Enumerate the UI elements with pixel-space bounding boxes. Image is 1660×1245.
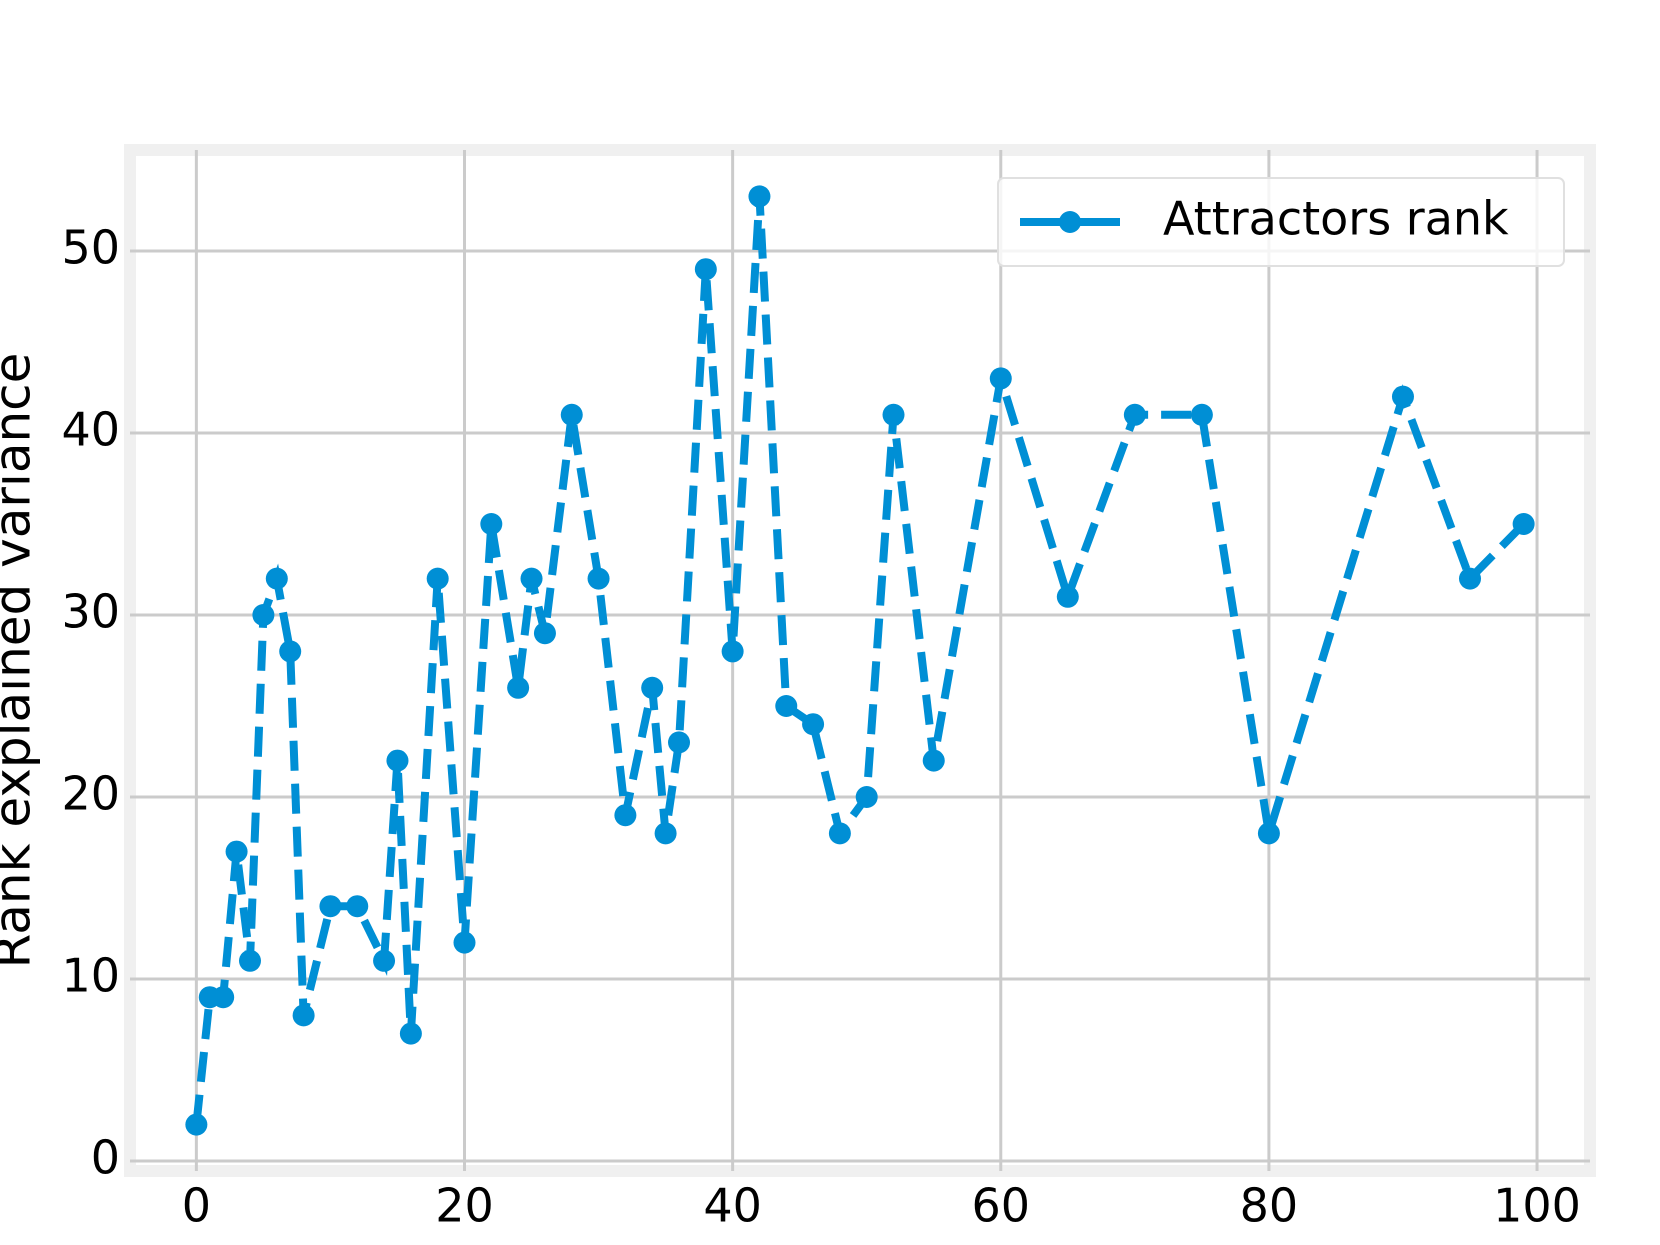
y-tick-label: 30 [61,585,120,639]
data-point [265,567,288,590]
data-point [694,258,717,281]
data-point [587,567,610,590]
data-point [319,895,342,918]
data-point [453,931,476,954]
data-point [828,822,851,845]
data-point [654,822,677,845]
data-point [520,567,543,590]
data-point [882,403,905,426]
data-point [775,694,798,717]
x-tick-label: 0 [182,1179,211,1233]
data-point [721,640,744,663]
data-point [399,1022,422,1045]
data-point [989,367,1012,390]
data-point [507,676,530,699]
data-point [668,731,691,754]
data-point [1391,385,1414,408]
data-point [614,804,637,827]
y-axis-label: Rank explained variance [0,353,42,969]
y-tick-label: 40 [61,403,120,457]
data-point [1123,403,1146,426]
data-point [185,1113,208,1136]
data-point [802,713,825,736]
data-point [373,949,396,972]
y-tick-label: 10 [61,948,120,1002]
y-tick-label: 20 [61,766,120,820]
x-tick-label: 80 [1240,1179,1299,1233]
data-point [922,749,945,772]
legend-marker [1059,211,1081,233]
x-axis-label: Epoch [783,1243,936,1245]
data-point [1190,403,1213,426]
data-point [855,785,878,808]
legend-box [997,177,1565,267]
x-tick-label: 100 [1493,1179,1581,1233]
data-point [748,185,771,208]
data-point [1056,585,1079,608]
x-tick-label: 40 [703,1179,762,1233]
data-point [225,840,248,863]
data-point [533,622,556,645]
data-point [252,604,275,627]
x-tick-label: 60 [971,1179,1030,1233]
data-point [1459,567,1482,590]
data-point [212,986,235,1009]
plot-area [124,144,1596,1177]
data-point [386,749,409,772]
data-point [292,1004,315,1027]
data-point [1512,513,1535,536]
legend-label: Attractors rank [1163,192,1509,246]
y-tick-label: 50 [61,221,120,275]
data-point [641,676,664,699]
data-point [279,640,302,663]
data-point [480,513,503,536]
data-point [560,403,583,426]
data-point [426,567,449,590]
data-point [346,895,369,918]
x-tick-label: 20 [435,1179,494,1233]
y-tick-label: 0 [91,1130,120,1184]
data-point [1257,822,1280,845]
data-point [238,949,261,972]
